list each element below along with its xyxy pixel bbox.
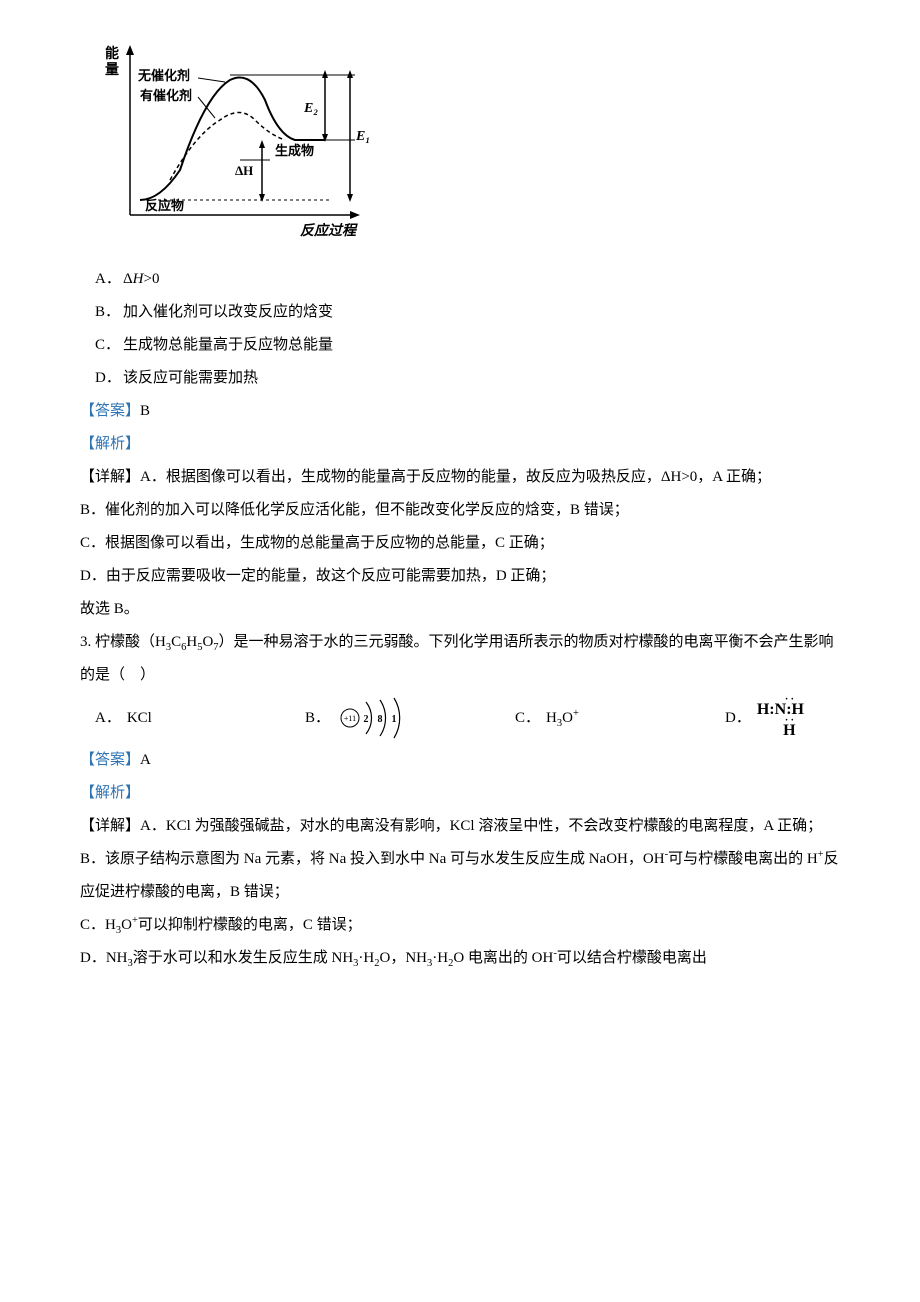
q2-detail-b: B．催化剂的加入可以降低化学反应活化能，但不能改变化学反应的焓变，B 错误；: [80, 494, 840, 527]
svg-text:+11: +11: [344, 714, 356, 723]
option-label: A．: [95, 263, 123, 296]
y-axis-char2: 量: [105, 62, 119, 78]
no-catalyst-label: 无催化剂: [137, 68, 190, 83]
q3-answer: 【答案】A: [80, 744, 840, 777]
atom-structure-icon: +11 2 8 1: [336, 696, 420, 740]
q3-detail-d: D．NH3溶于水可以和水发生反应生成 NH3·H2O，NH3·H2O 电离出的 …: [80, 942, 840, 975]
energy-diagram: 能 量 反应过程 无催化剂 有催化剂 反应物 生成物 ΔH: [100, 40, 840, 253]
option-label: B．: [305, 702, 330, 735]
answer-value: A: [140, 752, 151, 768]
svg-text:2: 2: [364, 714, 369, 725]
q3-detail-c: C．H3O+可以抑制柠檬酸的电离，C 错误；: [80, 909, 840, 942]
option-label: C．: [95, 329, 123, 362]
q3-stem: 3. 柠檬酸（H3C6H5O7）是一种易溶于水的三元弱酸。下列化学用语所表示的物…: [80, 626, 840, 692]
q2-option-b: B．加入催化剂可以改变反应的焓变: [95, 296, 840, 329]
x-axis-label: 反应过程: [300, 222, 358, 239]
answer-value: B: [140, 403, 150, 419]
q3-option-d: D． · · H:N:H · · H: [725, 697, 840, 739]
answer-label: 【答案】: [80, 752, 140, 768]
option-label: B．: [95, 296, 123, 329]
q2-explain-label: 【解析】: [80, 428, 840, 461]
option-label: A．: [95, 702, 121, 735]
option-label: D．: [95, 362, 123, 395]
option-text: 加入催化剂可以改变反应的焓变: [123, 304, 333, 320]
document-page: 能 量 反应过程 无催化剂 有催化剂 反应物 生成物 ΔH: [0, 0, 920, 1015]
option-text: H3O+: [546, 702, 579, 735]
y-axis-char1: 能: [105, 45, 119, 62]
q3-options-row: A． KCl B． +11 2 8 1 C． H3O+: [80, 696, 840, 740]
q3-detail-b: B．该原子结构示意图为 Na 元素，将 Na 投入到水中 Na 可与水发生反应生…: [80, 843, 840, 909]
q2-option-a: A．ΔH>0: [95, 263, 840, 296]
q3-option-a: A． KCl: [95, 702, 305, 735]
e2-label: E₂: [303, 101, 318, 116]
q2-detail-c: C．根据图像可以看出，生成物的总能量高于反应物的总能量，C 正确；: [80, 527, 840, 560]
svg-text:8: 8: [378, 714, 383, 725]
option-text: KCl: [127, 702, 152, 735]
q3-option-b: B． +11 2 8 1: [305, 696, 515, 740]
q2-conclusion: 故选 B。: [80, 593, 840, 626]
delta-h-label: ΔH: [235, 163, 253, 178]
option-text: ΔH>0: [123, 271, 159, 287]
energy-diagram-svg: 能 量 反应过程 无催化剂 有催化剂 反应物 生成物 ΔH: [100, 40, 380, 240]
e1-label: E₁: [355, 129, 370, 144]
q3-detail-a: 【详解】A．KCl 为强酸强碱盐，对水的电离没有影响，KCl 溶液呈中性，不会改…: [80, 810, 840, 843]
q2-answer: 【答案】B: [80, 395, 840, 428]
nh3-lewis-structure: · · H:N:H · · H: [757, 697, 804, 739]
q2-detail-d: D．由于反应需要吸收一定的能量，故这个反应可能需要加热，D 正确；: [80, 560, 840, 593]
product-label: 生成物: [275, 143, 314, 158]
answer-label: 【答案】: [80, 403, 140, 419]
q3-explain-label: 【解析】: [80, 777, 840, 810]
q2-option-c: C．生成物总能量高于反应物总能量: [95, 329, 840, 362]
q2-option-d: D．该反应可能需要加热: [95, 362, 840, 395]
option-text: 生成物总能量高于反应物总能量: [123, 337, 333, 353]
q2-detail-a: 【详解】A．根据图像可以看出，生成物的能量高于反应物的能量，故反应为吸热反应，Δ…: [80, 461, 840, 494]
svg-text:1: 1: [392, 714, 397, 725]
option-text: 该反应可能需要加热: [123, 370, 258, 386]
option-label: C．: [515, 702, 540, 735]
catalyst-label: 有催化剂: [140, 88, 192, 103]
option-label: D．: [725, 702, 751, 735]
q3-option-c: C． H3O+: [515, 702, 725, 735]
